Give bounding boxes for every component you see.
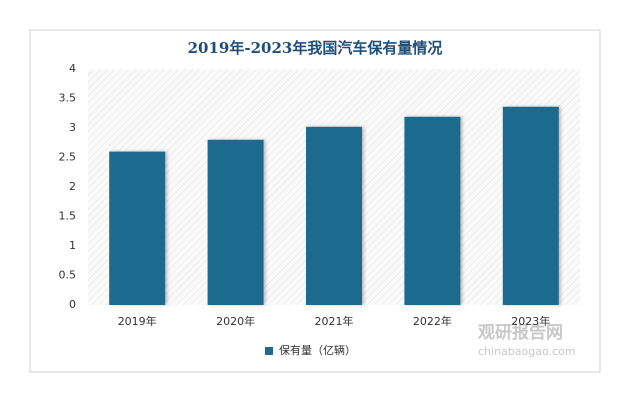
x-tick-label: 2022年 — [413, 314, 452, 328]
bar — [306, 126, 362, 305]
legend-swatch — [265, 347, 273, 355]
x-tick-label: 2019年 — [118, 314, 157, 328]
y-tick-label: 0.5 — [59, 269, 77, 282]
watermark-url: chinabaogao.com — [478, 345, 576, 358]
y-tick-label: 0 — [69, 298, 76, 311]
bar — [404, 116, 461, 305]
x-tick-label: 2023年 — [511, 314, 550, 328]
y-tick-label: 2.5 — [59, 151, 77, 164]
bar — [109, 151, 166, 305]
y-tick-label: 2 — [69, 180, 76, 193]
watermark-name: 观研报告网 — [477, 322, 563, 343]
y-tick-label: 3 — [69, 121, 76, 134]
y-tick-label: 3.5 — [59, 92, 77, 105]
bar — [502, 106, 559, 305]
chart-title: 2019年-2023年我国汽车保有量情况 — [188, 39, 443, 57]
y-tick-label: 1 — [69, 239, 76, 252]
x-tick-label: 2021年 — [315, 314, 354, 328]
y-tick-label: 1.5 — [59, 210, 77, 223]
bar — [207, 139, 264, 305]
y-tick-label: 4 — [69, 62, 76, 75]
legend-label: 保有量（亿辆） — [279, 343, 356, 357]
x-tick-label: 2020年 — [216, 314, 255, 328]
